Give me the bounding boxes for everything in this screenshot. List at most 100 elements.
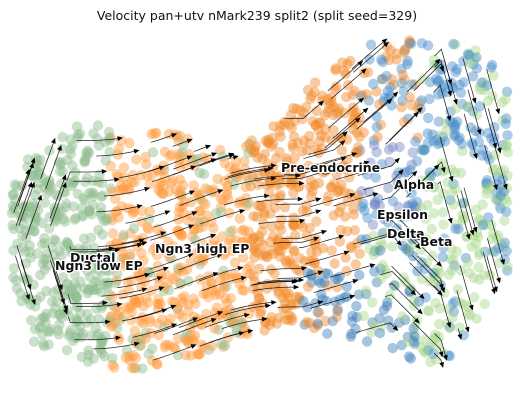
cell-point [448, 199, 458, 209]
cell-point [146, 129, 156, 139]
cell-point [435, 303, 445, 313]
cell-point [276, 131, 286, 141]
cell-point [253, 180, 263, 190]
cell-point [21, 226, 31, 236]
cell-point [9, 263, 19, 273]
cluster-label-ngn3-high-ep: Ngn3 high EP [155, 241, 249, 256]
streamline-arrowhead [165, 210, 171, 215]
cell-point [423, 138, 433, 148]
cell-point [62, 345, 72, 355]
cell-point [262, 252, 272, 262]
streamline-arrowhead [496, 278, 501, 284]
cell-point [8, 189, 18, 199]
cell-point [354, 132, 364, 142]
cell-point [84, 205, 94, 215]
cell-point [469, 292, 479, 302]
streamline-arrowhead [191, 344, 197, 348]
cell-point [178, 297, 188, 307]
cell-point [501, 141, 511, 151]
cell-point [104, 127, 114, 137]
cell-point [448, 255, 458, 265]
cell-point [301, 102, 311, 112]
cell-point [471, 52, 481, 62]
cell-point [199, 169, 209, 179]
cell-point [107, 353, 117, 363]
cell-point [112, 238, 122, 248]
cell-point [456, 168, 466, 178]
cell-point [143, 297, 153, 307]
cell-point [417, 38, 427, 48]
cell-point [176, 278, 186, 288]
cell-point [299, 135, 309, 145]
streamline-arrowhead [134, 149, 140, 154]
cell-point [366, 40, 376, 50]
streamline-arrowhead [315, 198, 321, 203]
cell-point [480, 299, 490, 309]
cell-point [326, 182, 336, 192]
cell-point [501, 207, 511, 217]
cell-point [311, 216, 321, 226]
cell-point [451, 67, 461, 77]
cell-point [195, 206, 205, 216]
cell-point [174, 189, 184, 199]
cell-point [79, 156, 89, 166]
cell-point [478, 220, 488, 230]
cell-point [281, 304, 291, 314]
cell-point [258, 167, 268, 177]
cell-point [314, 308, 324, 318]
cell-point [486, 62, 496, 72]
cell-point [262, 279, 272, 289]
cell-point [373, 132, 383, 142]
cell-point [248, 271, 258, 281]
cell-point [329, 258, 339, 268]
cell-point [153, 319, 163, 329]
cell-point [349, 209, 359, 219]
cell-point [235, 213, 245, 223]
cell-point [388, 343, 398, 353]
cell-point [107, 291, 117, 301]
cell-point [54, 320, 64, 330]
cell-point [375, 245, 385, 255]
cell-point [147, 343, 157, 353]
cell-point [131, 154, 141, 164]
cell-point [372, 111, 382, 121]
cell-point [30, 324, 40, 334]
cell-point [351, 107, 361, 117]
cell-point [55, 166, 65, 176]
cell-point [192, 216, 202, 226]
cell-point [248, 211, 258, 221]
cell-point [355, 249, 365, 259]
cell-point [229, 270, 239, 280]
cell-point [44, 223, 54, 233]
cell-point [260, 325, 270, 335]
cell-point [44, 185, 54, 195]
streamline-arrowhead [495, 108, 500, 114]
chart-title: Velocity pan+utv nMark239 split2 (split … [97, 8, 417, 23]
cell-point [174, 207, 184, 217]
cell-point [8, 224, 18, 234]
cell-point [350, 225, 360, 235]
cell-point [290, 230, 300, 240]
cell-point [419, 346, 429, 356]
cell-point [323, 191, 333, 201]
cell-point [298, 296, 308, 306]
streamline-arrowhead [28, 182, 33, 188]
cell-point [499, 186, 509, 196]
cell-point [374, 99, 384, 109]
cell-point [407, 79, 417, 89]
cell-point [382, 297, 392, 307]
streamline-arrowhead [51, 138, 56, 144]
cell-point [141, 152, 151, 162]
cell-point [274, 147, 284, 157]
cell-point [71, 213, 81, 223]
cell-point [129, 223, 139, 233]
cell-point [329, 110, 339, 120]
cell-point [404, 351, 414, 361]
cell-point [72, 133, 82, 143]
cell-point [468, 71, 478, 81]
cell-point [70, 175, 80, 185]
cell-point [35, 155, 45, 165]
cell-point [178, 266, 188, 276]
cell-point [303, 282, 313, 292]
